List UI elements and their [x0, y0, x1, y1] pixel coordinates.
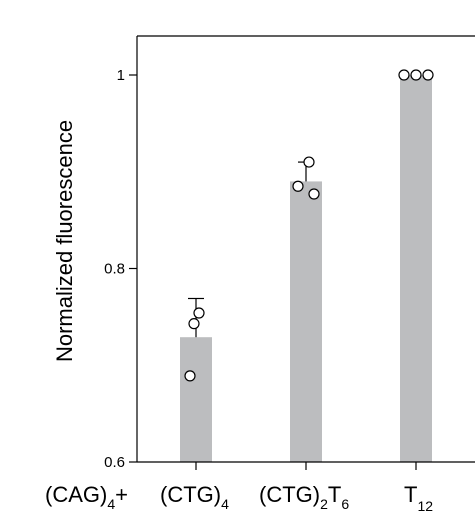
data-point [292, 180, 304, 192]
x-category-label: (CAG)4+ [45, 482, 128, 512]
x-category-label: T12 [404, 482, 433, 514]
data-point [303, 156, 315, 168]
y-axis-label: Normalized fluorescence [52, 120, 77, 362]
bar-2 [290, 181, 322, 463]
bar-3 [400, 75, 432, 462]
data-point [184, 370, 196, 382]
y-tick-label: 0.8 [104, 261, 125, 278]
data-point [188, 318, 200, 330]
x-axis-labels: (CAG)4+ (CTG)4 (CTG)2T6 T12 [45, 462, 433, 514]
data-point [410, 69, 422, 81]
data-point [308, 188, 320, 200]
data-point [422, 69, 434, 81]
data-point [193, 307, 205, 319]
bar-1 [180, 337, 212, 462]
y-tick-label: 0.6 [104, 454, 125, 471]
plot-area [136, 35, 475, 463]
data-point [398, 69, 410, 81]
x-category-label: (CTG)4 [160, 482, 229, 512]
x-category-label: (CTG)2T6 [259, 482, 349, 512]
y-tick-label: 1 [117, 67, 125, 84]
y-axis: 0.6 0.8 1 [104, 67, 137, 471]
